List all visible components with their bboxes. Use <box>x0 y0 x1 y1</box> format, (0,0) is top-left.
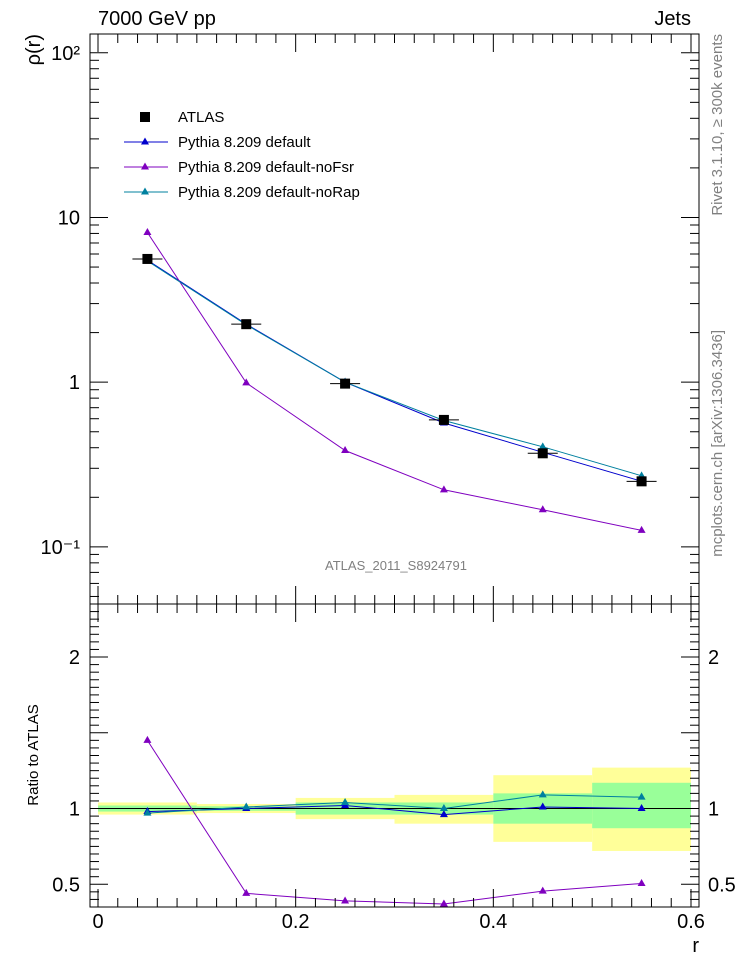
data-point-nofsr <box>242 888 251 896</box>
y-axis-label-top: ρ(r) <box>23 34 45 65</box>
legend-entry-default: Pythia 8.209 default <box>124 134 311 151</box>
data-point-norap <box>143 808 152 816</box>
x-tick-label: 0.4 <box>479 911 507 933</box>
data-point-norap <box>439 804 448 812</box>
data-point-default <box>439 810 448 818</box>
data-point-norap <box>637 792 646 800</box>
ratio-plot-frame <box>89 603 700 908</box>
data-point-nofsr <box>242 378 251 386</box>
y-tick-label-ratio: 1 <box>69 799 80 821</box>
data-point-nofsr <box>341 896 350 904</box>
x-tick-label: 0.6 <box>677 911 705 933</box>
legend: ATLAS Pythia 8.209 default Pythia 8.209 … <box>124 109 360 201</box>
data-point-atlas <box>636 476 647 487</box>
data-point-nofsr <box>439 899 448 907</box>
mcplots-text: mcplots.cern.ch [arXiv:1306.3436] <box>709 330 726 557</box>
data-point-norap <box>242 802 251 810</box>
data-point-atlas <box>142 253 153 264</box>
header-left-text: 7000 GeV pp <box>98 8 216 30</box>
legend-marker-norap <box>141 187 149 195</box>
data-point-nofsr <box>538 505 547 513</box>
x-tick-label: 0.2 <box>282 911 310 933</box>
y-tick-label-top: 10 <box>58 207 80 229</box>
header-right-text: Jets <box>654 8 691 30</box>
legend-label-nofsr: Pythia 8.209 default-noFsr <box>178 159 354 176</box>
legend-entry-norap: Pythia 8.209 default-noRap <box>124 184 360 201</box>
data-point-nofsr <box>143 228 152 236</box>
legend-marker-nofsr <box>141 162 149 170</box>
data-point-norap <box>538 442 547 450</box>
data-point-atlas <box>340 378 351 389</box>
data-point-norap <box>341 797 350 805</box>
legend-entry-atlas: ATLAS <box>140 109 224 126</box>
series-line-default <box>147 804 642 816</box>
data-point-nofsr <box>341 445 350 453</box>
y-tick-label-ratio-right: 1 <box>708 799 719 821</box>
data-point-nofsr <box>538 886 547 894</box>
main-plot-panel: 10⁻¹ 1 10 10² ρ(r) ATLAS_2011_S8924791 <box>23 33 700 605</box>
y-axis-label-ratio: Ratio to ATLAS <box>25 704 42 805</box>
analysis-watermark: ATLAS_2011_S8924791 <box>325 558 467 573</box>
y-tick-label-top: 10² <box>51 43 80 65</box>
data-point-norap <box>538 790 547 798</box>
data-point-nofsr <box>637 525 646 533</box>
legend-label-norap: Pythia 8.209 default-noRap <box>178 184 360 201</box>
legend-label-atlas: ATLAS <box>178 109 224 126</box>
data-point-nofsr <box>439 485 448 493</box>
y-tick-label-ratio: 0.5 <box>52 874 80 896</box>
series-line-default <box>147 259 642 482</box>
data-point-default <box>538 802 547 810</box>
legend-marker-default <box>141 137 149 145</box>
data-point-nofsr <box>637 879 646 887</box>
ratio-plot-panel: 0 0.2 0.4 0.60.5 0.51 12 2 Ratio to ATLAS r <box>25 603 736 957</box>
series-line-norap <box>147 260 642 477</box>
data-point-atlas <box>537 448 548 459</box>
legend-entry-nofsr: Pythia 8.209 default-noFsr <box>124 159 354 176</box>
y-tick-label-top: 10⁻¹ <box>41 537 81 559</box>
legend-label-default: Pythia 8.209 default <box>178 134 311 151</box>
y-tick-label-ratio: 2 <box>69 647 80 669</box>
x-tick-label: 0 <box>92 911 103 933</box>
y-tick-label-ratio-right: 2 <box>708 647 719 669</box>
rivet-version-text: Rivet 3.1.10, ≥ 300k events <box>709 34 726 216</box>
x-axis-label: r <box>692 935 699 957</box>
y-tick-label-top: 1 <box>69 372 80 394</box>
y-tick-label-ratio-right: 0.5 <box>708 874 736 896</box>
data-point-atlas <box>438 414 449 425</box>
data-point-default <box>637 804 646 812</box>
data-point-atlas <box>241 319 252 330</box>
series-line-nofsr <box>146 232 642 531</box>
data-point-nofsr <box>143 735 152 743</box>
legend-marker-atlas <box>140 112 150 122</box>
series-line-norap <box>147 794 642 814</box>
